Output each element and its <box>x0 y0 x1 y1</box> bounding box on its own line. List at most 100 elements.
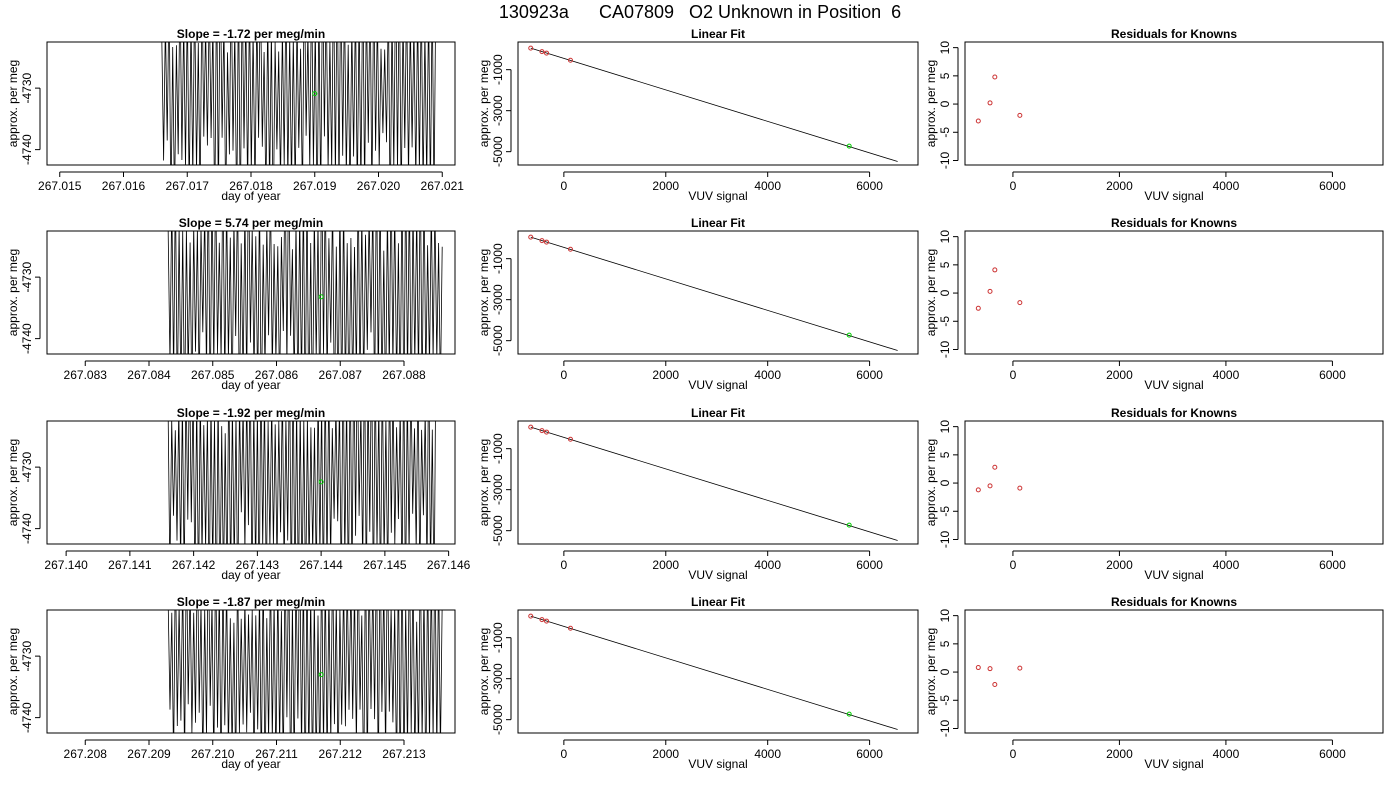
known-point <box>528 613 534 619</box>
panel-title: Slope = 5.74 per meg/min <box>179 216 323 230</box>
plot-frame <box>517 609 919 734</box>
panel-title: Linear Fit <box>691 27 745 41</box>
known-point <box>544 429 550 435</box>
x-tick-label: 4000 <box>1213 179 1240 193</box>
x-tick-label: 2000 <box>652 179 679 193</box>
y-tick-label: -5 <box>938 127 952 138</box>
x-axis-label: VUV signal <box>688 189 747 203</box>
x-tick-label: 267.087 <box>319 368 363 382</box>
panel-title: Slope = -1.92 per meg/min <box>177 406 325 420</box>
y-tick-label: -1000 <box>491 622 505 653</box>
unknown-point <box>846 332 852 338</box>
y-tick-label: -3000 <box>491 474 505 505</box>
figure-title: 130923a CA07809 O2 Unknown in Position 6 <box>498 2 902 22</box>
y-axis-label: approx. per meg <box>477 60 491 147</box>
x-tick-label: 267.208 <box>64 747 108 761</box>
x-tick-label: 6000 <box>856 747 883 761</box>
x-axis-label: VUV signal <box>1144 378 1203 392</box>
chart-panel-5: Residuals for Knowns 0 2000 4000 6000 VUV sig… <box>924 216 1384 392</box>
known-point <box>544 239 550 245</box>
plot-frame <box>964 230 1384 355</box>
plot-area <box>528 424 898 541</box>
x-tick-label: 2000 <box>1106 368 1133 382</box>
y-tick-label: 10 <box>938 41 952 55</box>
residual-point <box>987 100 993 106</box>
y-tick-label: -3000 <box>491 95 505 126</box>
y-tick-label: -10 <box>938 719 952 737</box>
x-axis-label: VUV signal <box>1144 189 1203 203</box>
y-tick-label: -3000 <box>491 284 505 315</box>
x-tick-label: 267.015 <box>38 179 82 193</box>
known-point <box>544 50 550 56</box>
residual-point <box>987 666 993 672</box>
y-tick-label: -5 <box>938 695 952 706</box>
y-axis-label: approx. per meg <box>6 60 20 147</box>
x-tick-label: 4000 <box>1213 368 1240 382</box>
plot-area <box>975 665 1023 687</box>
x-tick-label: 0 <box>1010 368 1017 382</box>
x-tick-label: 2000 <box>652 558 679 572</box>
y-tick-label: 0 <box>938 479 952 486</box>
y-tick-label: -5 <box>938 506 952 517</box>
x-tick-label: 267.088 <box>382 368 426 382</box>
trace-marker-point <box>318 672 324 678</box>
fit-line <box>530 615 898 730</box>
x-tick-label: 0 <box>561 558 568 572</box>
y-axis-label: approx. per meg <box>477 628 491 715</box>
known-point <box>567 246 573 252</box>
x-tick-label: 4000 <box>754 747 781 761</box>
x-tick-label: 2000 <box>652 368 679 382</box>
y-tick-label: -10 <box>938 530 952 548</box>
unknown-point <box>846 711 852 717</box>
panel-title: Residuals for Knowns <box>1111 595 1237 609</box>
y-tick-label: -4740 <box>20 513 34 544</box>
y-tick-label: -5000 <box>491 325 505 356</box>
x-tick-label: 0 <box>561 179 568 193</box>
x-tick-label: 6000 <box>856 179 883 193</box>
y-tick-label: -5000 <box>491 515 505 546</box>
plot-area <box>528 234 898 351</box>
x-tick-label: 0 <box>1010 747 1017 761</box>
panel-title: Linear Fit <box>691 406 745 420</box>
x-tick-label: 6000 <box>1319 747 1346 761</box>
x-axis-label: VUV signal <box>688 378 747 392</box>
y-tick-label: -4730 <box>20 72 34 103</box>
y-axis-label: approx. per meg <box>924 249 938 336</box>
x-tick-label: 6000 <box>1319 368 1346 382</box>
y-tick-label: -4740 <box>20 702 34 733</box>
y-tick-label: 5 <box>938 261 952 268</box>
plot-area <box>975 267 1023 311</box>
x-tick-label: 267.145 <box>363 558 407 572</box>
y-tick-label: -5 <box>938 316 952 327</box>
y-tick-label: 10 <box>938 230 952 244</box>
y-tick-label: 5 <box>938 451 952 458</box>
known-point <box>539 428 545 434</box>
fit-line <box>530 426 898 541</box>
chart-panel-0: Slope = -1.72 per meg/min 267.015 267.016 2… <box>6 27 464 203</box>
residual-point <box>1017 112 1023 118</box>
plot-frame <box>46 609 456 734</box>
y-tick-label: -4730 <box>20 451 34 482</box>
x-tick-label: 267.085 <box>191 368 235 382</box>
y-axis-label: approx. per meg <box>477 249 491 336</box>
panel-title: Slope = -1.87 per meg/min <box>177 595 325 609</box>
known-point <box>567 625 573 631</box>
y-tick-label: -5000 <box>491 136 505 167</box>
x-tick-label: 2000 <box>1106 179 1133 193</box>
plot-area <box>528 45 898 162</box>
x-tick-label: 267.084 <box>127 368 171 382</box>
residual-point <box>987 483 993 489</box>
y-tick-label: -1000 <box>491 54 505 85</box>
fit-line <box>530 47 898 162</box>
plot-area <box>167 421 436 544</box>
plot-frame <box>964 609 1384 734</box>
y-tick-label: -5000 <box>491 704 505 735</box>
panel-title: Residuals for Knowns <box>1111 27 1237 41</box>
x-tick-label: 267.212 <box>319 747 363 761</box>
x-tick-label: 267.210 <box>191 747 235 761</box>
plot-area <box>975 464 1023 493</box>
chart-panel-11: Residuals for Knowns 0 2000 4000 6000 VUV sig… <box>924 595 1384 771</box>
y-tick-label: 10 <box>938 420 952 434</box>
residual-point <box>975 487 981 493</box>
chart-panel-1: Linear Fit 0 2000 4000 6000 VUV signal -5000 -3… <box>477 27 919 203</box>
